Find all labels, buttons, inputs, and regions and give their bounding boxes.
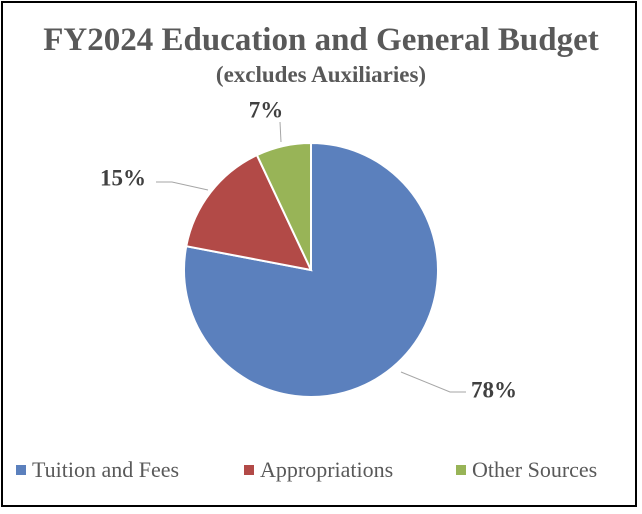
legend-item-other-sources: Other Sources — [456, 455, 597, 485]
chart-subtitle: (excludes Auxiliaries) — [215, 62, 427, 87]
legend-swatch-appropriations — [244, 465, 254, 475]
legend-swatch-tuition-and-fees — [16, 465, 26, 475]
data-label-other-sources: 7% — [249, 97, 284, 122]
legend-item-tuition-and-fees: Tuition and Fees — [16, 455, 179, 485]
pie-slices — [183, 141, 439, 398]
data-label-appropriations: 15% — [100, 165, 146, 190]
leader-line-tuition-and-fees — [400, 371, 466, 393]
chart-title: FY2024 Education and General Budget — [43, 22, 599, 58]
legend-item-appropriations: Appropriations — [244, 455, 393, 485]
pie-slice-appropriations — [185, 153, 313, 272]
legend-swatch-other-sources — [456, 465, 466, 475]
chart-frame: FY2024 Education and General Budget (exc… — [1, 1, 637, 507]
legend-label-other-sources: Other Sources — [472, 457, 598, 482]
legend: Tuition and Fees Appropriations Other So… — [0, 455, 636, 485]
leader-line-other-sources — [279, 121, 282, 143]
legend-label-appropriations: Appropriations — [260, 457, 394, 482]
leader-line-appropriations — [156, 181, 209, 191]
legend-label-tuition-and-fees: Tuition and Fees — [32, 457, 180, 482]
data-labels: 78% 15% 7% — [100, 97, 517, 402]
data-label-tuition-and-fees: 78% — [471, 377, 517, 402]
pie-slice-other-sources — [255, 141, 312, 271]
leader-lines — [156, 121, 466, 393]
